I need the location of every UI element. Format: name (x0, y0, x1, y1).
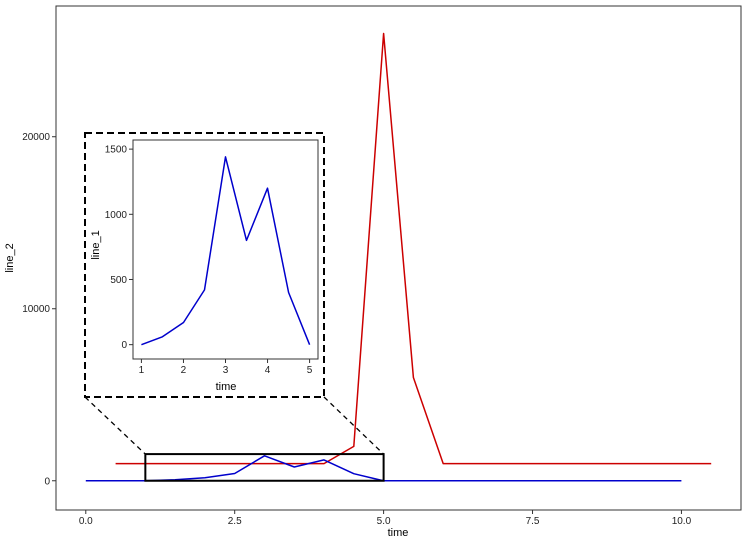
main-y-tick-label: 10000 (22, 304, 50, 315)
inset-x-axis-title: time (216, 381, 237, 393)
main-x-tick-label: 2.5 (228, 516, 242, 527)
inset-x-tick-label: 3 (223, 365, 229, 376)
main-x-axis-title: time (388, 527, 409, 539)
inset-x-tick-label: 4 (265, 365, 271, 376)
main-x-tick-label: 0.0 (79, 516, 93, 527)
zoom-indicator (84, 396, 385, 482)
main-y-tick-label: 0 (44, 476, 50, 487)
zoom-connector-left (84, 396, 146, 455)
main-x-tick-label: 10.0 (672, 516, 692, 527)
inset-y-tick-label: 1000 (105, 210, 128, 221)
inset-x-tick-label: 5 (307, 365, 313, 376)
main-x-tick-label: 5.0 (377, 516, 391, 527)
inset-x-tick-label: 1 (139, 365, 145, 376)
main-y-axis-title: line_2 (4, 243, 16, 272)
inset-series-group (141, 156, 311, 346)
inset-x-tick-label: 2 (181, 365, 187, 376)
main-x-tick-label: 7.5 (526, 516, 540, 527)
main-series-line-0 (115, 32, 712, 465)
zoom-rectangle (144, 453, 385, 482)
inset-y-axis-title: line_1 (90, 230, 102, 259)
main-y-tick-label: 20000 (22, 132, 50, 143)
zoom-connector-right (323, 396, 385, 455)
inset-y-tick-label: 0 (121, 340, 127, 351)
inset-y-tick-label: 1500 (105, 145, 128, 156)
inset-plot-panel (132, 139, 319, 360)
inset-series-line-0 (141, 156, 311, 346)
inset-y-tick-label: 500 (110, 275, 127, 286)
inset-axis-ticks: 1 2 3 4 5 0 500 1000 1500 (105, 145, 313, 376)
